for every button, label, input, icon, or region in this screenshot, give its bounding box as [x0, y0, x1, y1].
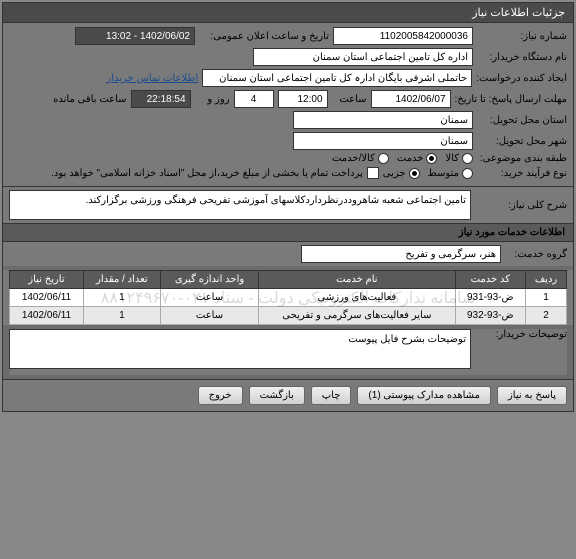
table-col-header: ردیف [526, 271, 567, 289]
form-body: شماره نیاز: 1102005842000036 تاریخ و ساع… [3, 23, 573, 186]
services-header: اطلاعات خدمات مورد نیاز [3, 223, 573, 242]
overall-label: شرح کلی نیاز: [477, 200, 567, 211]
service-group-field: هنر، سرگرمی و تفریح [301, 245, 501, 263]
back-button[interactable]: بازگشت [249, 386, 305, 405]
cat-goods-option[interactable]: کالا [445, 153, 473, 164]
buyer-org-field: اداره کل تامین اجتماعی استان سمنان [253, 48, 473, 66]
countdown-field: 22:18:54 [131, 90, 191, 108]
table-col-header: نام خدمت [259, 271, 455, 289]
details-panel: جزئیات اطلاعات نیاز شماره نیاز: 11020058… [2, 2, 574, 412]
announce-field: 1402/06/02 - 13:02 [75, 27, 195, 45]
overall-text: تامین اجتماعی شعبه شاهروددرنظرداردکلاسها… [85, 195, 466, 206]
and-label: روز و [195, 94, 230, 105]
delivery-prov-field: سمنان [293, 111, 473, 129]
proc-mid-option[interactable]: جزیی [383, 168, 420, 179]
contact-link[interactable]: اطلاعات تماس خریدار [106, 73, 198, 84]
announce-label: تاریخ و ساعت اعلان عمومی: [199, 31, 329, 42]
respond-button[interactable]: پاسخ به نیاز [497, 386, 567, 405]
table-header-row: ردیفکد خدمتنام خدمتواحد اندازه گیریتعداد… [10, 271, 567, 289]
hour-label: ساعت [332, 94, 367, 105]
table-cell: ض-93-931 [455, 289, 526, 307]
table-row[interactable]: 2ض-93-932سایر فعالیت‌های سرگرمی و تفریحی… [10, 307, 567, 325]
radio-icon [462, 168, 473, 179]
radio-icon [378, 153, 389, 164]
radio-icon [409, 168, 420, 179]
table-cell: 1 [526, 289, 567, 307]
table-cell: فعالیت‌های ورزشی [259, 289, 455, 307]
process-label: نوع فرآیند خرید: [477, 168, 567, 179]
need-no-field: 1102005842000036 [333, 27, 473, 45]
table-col-header: تاریخ نیاز [10, 271, 84, 289]
table-cell: 2 [526, 307, 567, 325]
days-field: 4 [234, 90, 274, 108]
buyer-org-label: نام دستگاه خریدار: [477, 52, 567, 63]
remaining-label: ساعت باقی مانده [53, 94, 126, 105]
need-no-label: شماره نیاز: [477, 31, 567, 42]
delivery-city-field: سمنان [293, 132, 473, 150]
exit-button[interactable]: خروج [198, 386, 243, 405]
table-cell: 1402/06/11 [10, 307, 84, 325]
delivery-city-label: شهر محل تحویل: [477, 136, 567, 147]
process-radio-group: متوسط جزیی [383, 168, 473, 179]
table-cell: 1 [83, 289, 160, 307]
requester-field: حاتملی اشرفی بایگان ادارہ کل تامین اجتما… [202, 69, 472, 87]
pay-checkbox[interactable] [367, 167, 379, 179]
radio-icon [462, 153, 473, 164]
pay-note: پرداخت تمام یا بخشی از مبلغ خرید،از محل … [51, 168, 363, 179]
table-cell: ض-93-932 [455, 307, 526, 325]
buyer-notes-text: توضیحات بشرح فایل پیوست [348, 334, 466, 345]
attachments-button[interactable]: مشاهده مدارک پیوستی (1) [357, 386, 491, 405]
panel-title: جزئیات اطلاعات نیاز [3, 3, 573, 23]
radio-icon [426, 153, 437, 164]
buyer-notes-box: توضیحات بشرح فایل پیوست [9, 329, 471, 369]
print-button[interactable]: چاپ [311, 386, 352, 405]
footer-buttons: پاسخ به نیاز مشاهده مدارک پیوستی (1) چاپ… [3, 379, 573, 411]
table-col-header: تعداد / مقدار [83, 271, 160, 289]
table-col-header: کد خدمت [455, 271, 526, 289]
deadline-label: مهلت ارسال پاسخ: تا تاریخ: [455, 94, 567, 105]
overall-desc-box: تامین اجتماعی شعبه شاهروددرنظرداردکلاسها… [9, 190, 471, 220]
table-cell: سایر فعالیت‌های سرگرمی و تفریحی [259, 307, 455, 325]
category-label: طبقه بندی موضوعی: [477, 153, 567, 164]
deadline-hour: 12:00 [278, 90, 328, 108]
service-group-label: گروه خدمت: [507, 249, 567, 260]
deadline-date: 1402/06/07 [371, 90, 451, 108]
proc-low-option[interactable]: متوسط [428, 168, 473, 179]
buyer-notes-label: توضیحات خریدار: [477, 329, 567, 340]
table-cell: 1402/06/11 [10, 289, 84, 307]
services-table: ردیفکد خدمتنام خدمتواحد اندازه گیریتعداد… [9, 270, 567, 325]
table-row[interactable]: 1ض-93-931فعالیت‌های ورزشیساعت11402/06/11 [10, 289, 567, 307]
table-cell: 1 [83, 307, 160, 325]
table-cell: ساعت [160, 307, 258, 325]
requester-label: ایجاد کننده درخواست: [476, 73, 567, 84]
table-col-header: واحد اندازه گیری [160, 271, 258, 289]
cat-service-option[interactable]: خدمت [397, 153, 438, 164]
delivery-prov-label: استان محل تحویل: [477, 115, 567, 126]
cat-both-option[interactable]: کالا/خدمت [332, 153, 389, 164]
table-cell: ساعت [160, 289, 258, 307]
category-radio-group: کالا خدمت کالا/خدمت [332, 153, 473, 164]
